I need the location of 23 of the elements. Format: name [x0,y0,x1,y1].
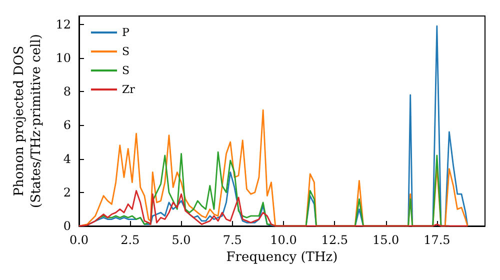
x-tick-label: 15.0 [372,233,400,247]
y-tick-label: 12 [56,17,71,32]
y-tick-label: 6 [63,118,71,132]
legend-label: S [122,45,130,58]
x-tick-label: 12.5 [321,233,348,247]
x-tick-label: 10.0 [270,233,297,247]
line-series [78,190,468,227]
y-tick-label: 8 [63,84,71,99]
x-tick-label: 7.5 [222,233,242,247]
x-tick-label: 0.0 [69,233,89,247]
x-axis-title: Frequency (THz) [226,250,338,265]
x-tick-label: 5.0 [172,233,191,247]
line-series [78,109,468,227]
legend-label: Zr [122,83,136,96]
y-tick-label: 0 [63,219,71,233]
y-tick-label: 2 [63,185,71,200]
y-tick-label: 4 [63,152,72,166]
y-axis-title: Phonon projected DOS (States/THz·primitive cell) [12,34,44,208]
x-tick-label: 17.5 [424,233,450,247]
legend-label: P [122,26,130,39]
y-tick-label: 10 [56,51,71,65]
legend-label: S [122,64,130,77]
x-tick-label: 2.5 [120,233,140,247]
